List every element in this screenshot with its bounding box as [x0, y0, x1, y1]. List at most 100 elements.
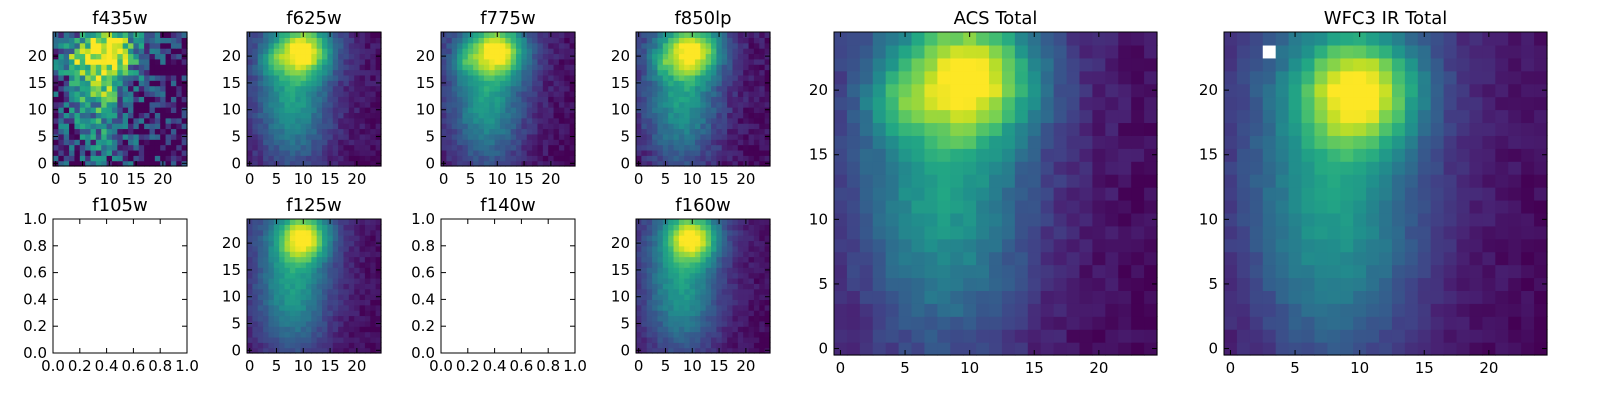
heatmap-cell	[732, 277, 739, 284]
heatmap-cell	[300, 272, 307, 279]
heatmap-cell	[144, 90, 151, 97]
heatmap-cell	[727, 240, 734, 247]
heatmap-cell	[252, 235, 259, 242]
heatmap-cell	[510, 101, 517, 108]
heatmap-cell	[537, 160, 544, 167]
heatmap-cell	[678, 112, 685, 119]
heatmap-cell	[53, 155, 59, 162]
heatmap-cell	[1521, 225, 1535, 240]
heatmap-cell	[305, 160, 312, 167]
heatmap-cell	[548, 53, 555, 60]
heatmap-cell	[133, 90, 140, 97]
heatmap-cell	[668, 107, 675, 113]
heatmap-cell	[689, 64, 696, 71]
heatmap-cell	[684, 149, 691, 156]
heatmap-cell	[348, 112, 355, 119]
heatmap-cell	[457, 117, 464, 124]
heatmap-cell	[122, 42, 129, 49]
heatmap-cell	[74, 80, 81, 87]
heatmap-cell	[279, 294, 286, 300]
heatmap-cell	[759, 42, 766, 49]
heatmap-cell	[700, 48, 707, 55]
heatmap-cell	[716, 58, 723, 65]
heatmap-cell	[79, 74, 86, 81]
heatmap-cell	[859, 187, 874, 201]
heatmap-cell	[950, 316, 964, 330]
heatmap-cell	[911, 187, 926, 201]
heatmap-cell	[705, 288, 712, 295]
heatmap-cell	[652, 235, 659, 242]
heatmap-cell	[462, 48, 469, 55]
heatmap-cell	[753, 288, 760, 295]
heatmap-cell	[668, 342, 675, 349]
heatmap-cell	[652, 315, 659, 322]
heatmap-cell	[95, 139, 102, 146]
heatmap-cell	[1144, 212, 1158, 227]
heatmap-cell	[911, 83, 926, 98]
heatmap-cell	[1224, 316, 1238, 330]
heatmap-cell	[483, 96, 490, 103]
heatmap-cell	[128, 42, 134, 49]
heatmap-cell	[451, 32, 458, 38]
heatmap-cell	[505, 69, 512, 76]
heatmap-cell	[689, 304, 696, 311]
heatmap-cell	[732, 315, 739, 322]
heatmap-cell	[924, 199, 938, 214]
heatmap-cell	[499, 101, 506, 108]
heatmap-cell	[160, 144, 167, 151]
heatmap-cell	[526, 133, 533, 140]
heatmap-cell	[370, 96, 377, 103]
heatmap-cell	[257, 123, 264, 130]
heatmap-cell	[641, 320, 648, 327]
heatmap-cell	[311, 42, 318, 49]
heatmap-cell	[273, 123, 280, 130]
heatmap-cell	[1092, 109, 1106, 124]
heatmap-cell	[111, 107, 118, 113]
heatmap-cell	[872, 199, 887, 214]
heatmap-cell	[316, 64, 323, 71]
heatmap-cell	[53, 139, 59, 146]
heatmap-cell	[694, 299, 701, 306]
heatmap-cell	[289, 37, 296, 44]
heatmap-cell	[716, 123, 723, 130]
heatmap-cell	[657, 299, 664, 306]
heatmap-cell	[684, 347, 691, 354]
heatmap-cell	[354, 229, 361, 236]
heatmap-cell	[441, 64, 447, 71]
heatmap-cell	[1079, 277, 1093, 291]
heatmap-cell	[1014, 174, 1029, 188]
heatmap-cell	[937, 303, 951, 317]
heatmap-cell	[1040, 238, 1055, 253]
heatmap-cell	[753, 69, 760, 76]
heatmap-cell	[467, 80, 474, 87]
heatmap-cell	[348, 85, 355, 92]
heatmap-cell	[128, 101, 134, 108]
heatmap-cell	[636, 149, 642, 156]
heatmap-cell	[1236, 303, 1251, 317]
heatmap-cell	[284, 261, 291, 268]
heatmap-cell	[327, 96, 334, 103]
heatmap-cell	[652, 112, 659, 119]
heatmap-cell	[111, 90, 118, 97]
heatmap-cell	[1118, 212, 1132, 227]
heatmap-cell	[338, 96, 345, 103]
heatmap-cell	[1001, 264, 1016, 279]
heatmap-cell	[101, 112, 108, 119]
heatmap-cell	[748, 272, 755, 279]
heatmap-cell	[1144, 199, 1158, 214]
heatmap-cell	[181, 101, 188, 108]
heatmap-cell	[911, 277, 926, 291]
heatmap-cell	[441, 58, 447, 65]
heatmap-cell	[273, 224, 280, 231]
heatmap-cell	[279, 112, 286, 119]
heatmap-cell	[257, 144, 264, 151]
heatmap-cell	[263, 304, 270, 311]
heatmap-cell	[122, 144, 129, 151]
heatmap-cell	[359, 117, 366, 124]
heatmap-cell	[181, 69, 188, 76]
heatmap-cell	[1301, 225, 1316, 240]
heatmap-cell	[510, 96, 517, 103]
heatmap-cell	[144, 37, 151, 44]
heatmap-cell	[1053, 199, 1068, 214]
heatmap-cell	[364, 144, 371, 151]
